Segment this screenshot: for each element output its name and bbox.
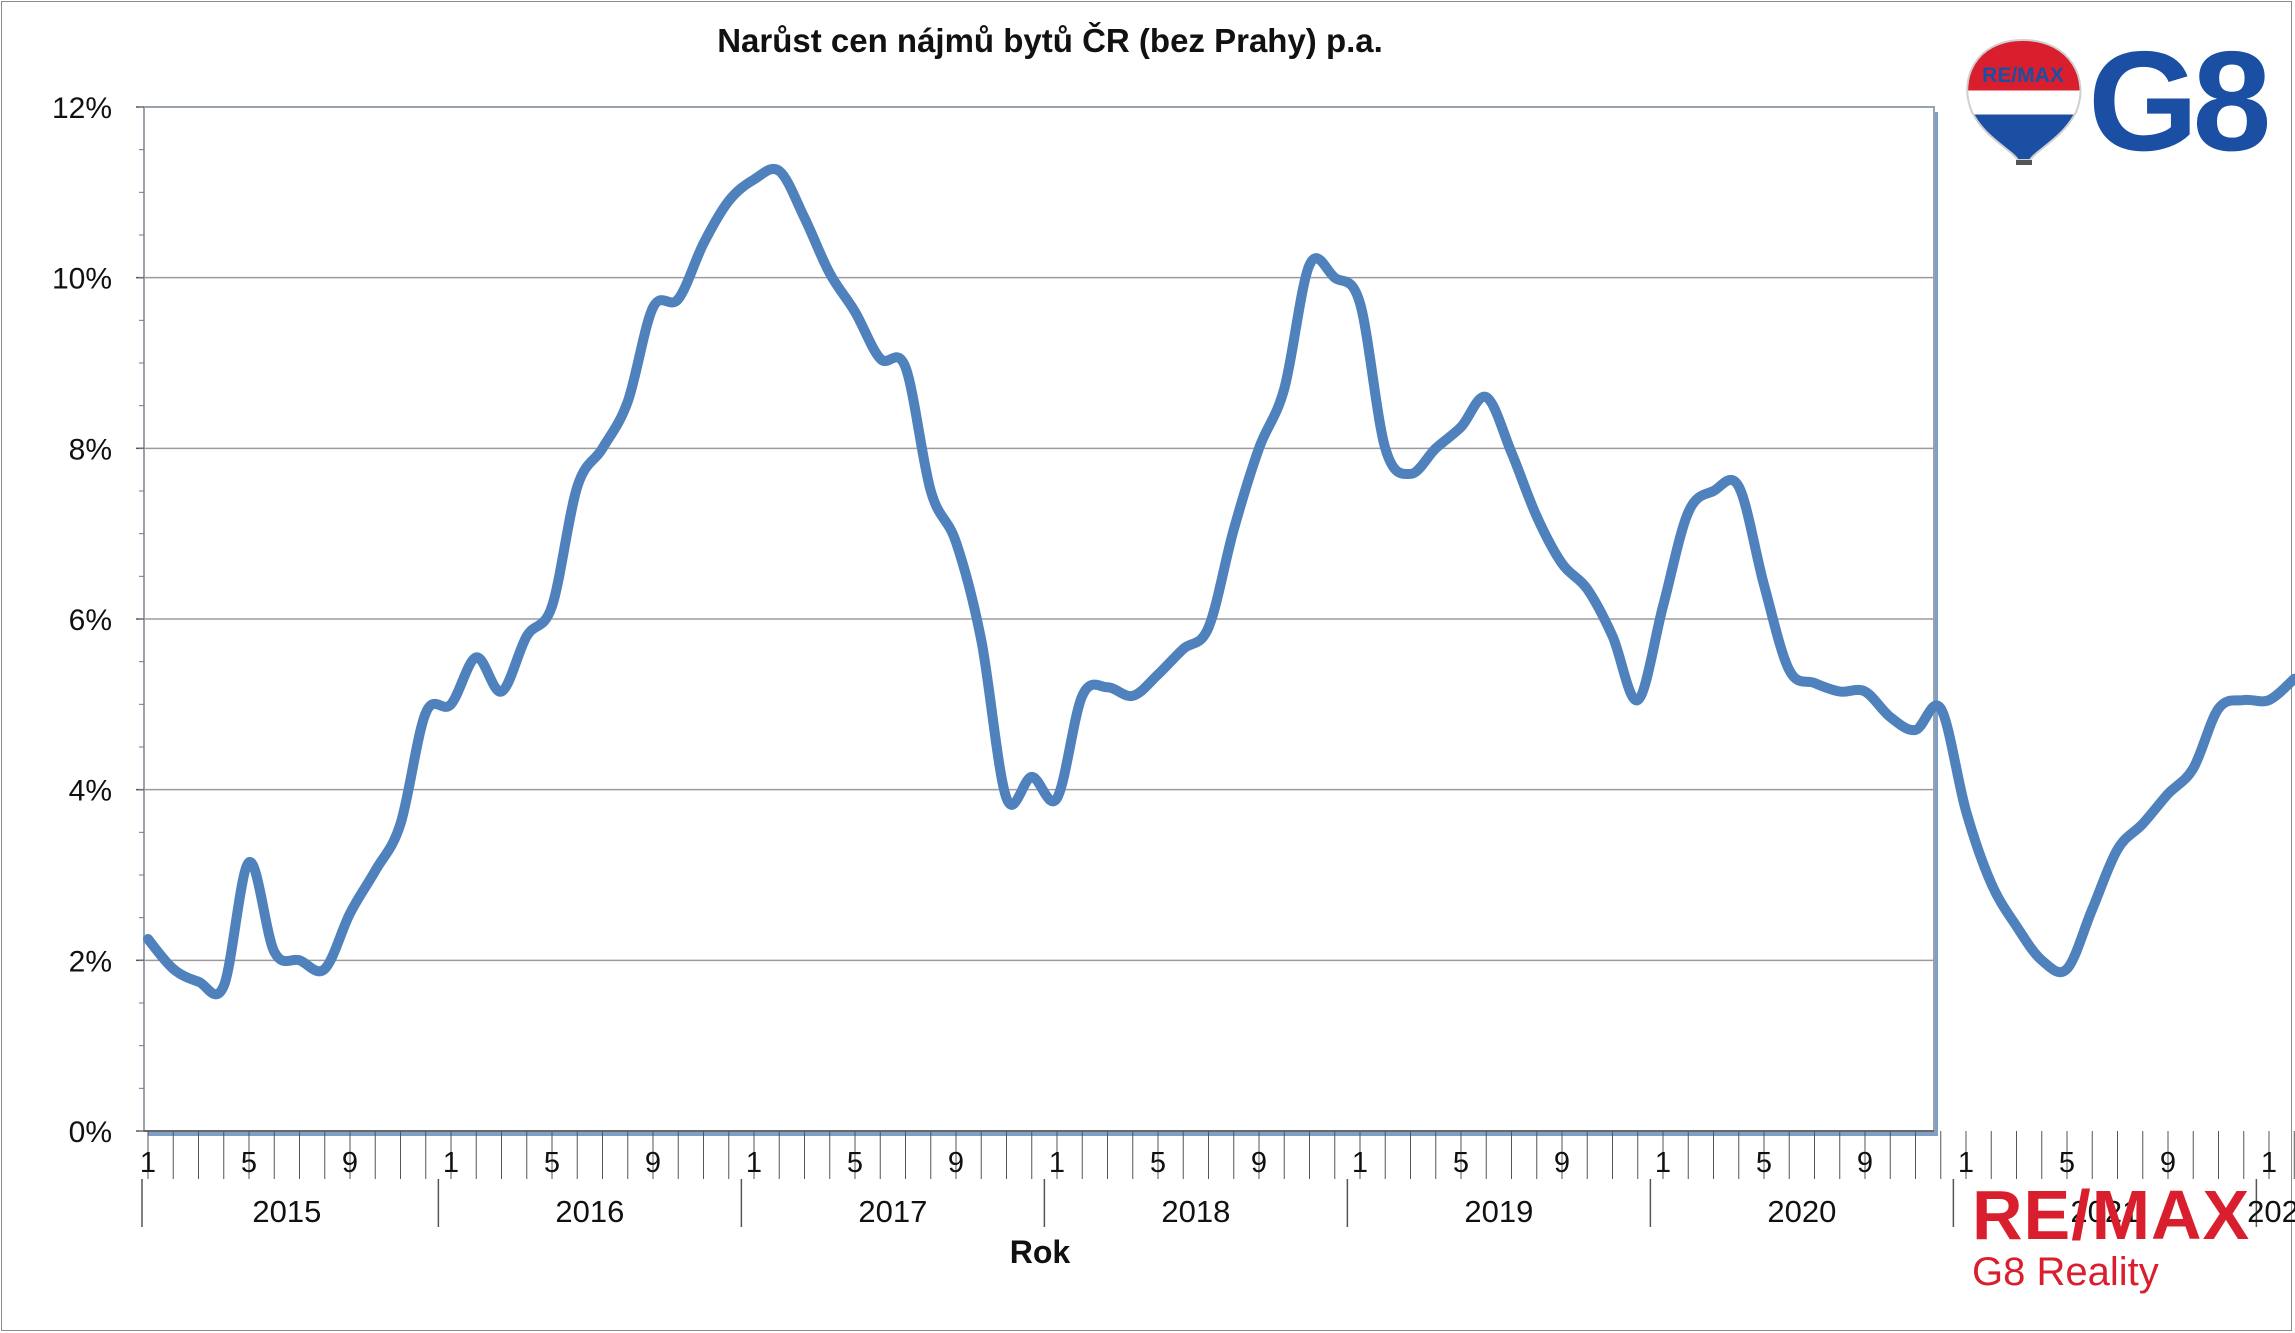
x-axis: 1 5 9 1 5 9 1 5 9 1 5 9 1 5 9 1 5 9 1 5 9 1 2015 2016 2017 2018 20… [140, 1130, 2295, 1229]
y-tick-label: 2% [69, 945, 112, 978]
x-month-label: 5 [1756, 1147, 1772, 1179]
series-line [143, 163, 2295, 1000]
y-tick-label: 12% [52, 92, 112, 125]
y-tick-label: 6% [69, 604, 112, 637]
x-year-label: 2022 [2247, 1194, 2295, 1229]
x-year-label: 2018 [1161, 1194, 1230, 1229]
x-month-label: 9 [342, 1147, 358, 1179]
svg-text:RE/MAX: RE/MAX [1982, 64, 2064, 87]
x-month-label: 9 [948, 1147, 964, 1179]
x-month-label: 1 [140, 1147, 156, 1179]
y-axis-ticks: 0% 2% 4% 6% 8% 10% 12% [52, 92, 144, 1149]
x-month-label: 5 [847, 1147, 863, 1179]
x-month-label: 5 [241, 1147, 257, 1179]
x-month-label: 5 [1453, 1147, 1469, 1179]
x-year-label: 2021 [2070, 1194, 2139, 1229]
x-year-label: 2019 [1464, 1194, 1533, 1229]
y-tick-label: 0% [69, 1116, 112, 1149]
remax-wordmark: RE/MAX [1972, 1176, 2251, 1254]
x-month-label: 1 [1958, 1147, 1974, 1179]
x-month-label: 9 [645, 1147, 661, 1179]
x-year-label: 2016 [555, 1194, 624, 1229]
brand-subtitle: G8 Reality [1972, 1250, 2159, 1294]
chart-title: Narůst cen nájmů bytů ČR (bez Prahy) p.a… [717, 22, 1383, 59]
x-month-label: 5 [2059, 1147, 2075, 1179]
remax-balloon-logo: RE/MAX [1966, 38, 2082, 165]
x-month-label: 1 [1352, 1147, 1368, 1179]
x-month-label: 1 [443, 1147, 459, 1179]
x-month-label: 1 [1655, 1147, 1671, 1179]
x-month-label: 1 [1049, 1147, 1065, 1179]
x-month-label: 5 [544, 1147, 560, 1179]
x-year-label: 2015 [252, 1194, 321, 1229]
x-year-label: 2017 [858, 1194, 927, 1229]
x-axis-label: Rok [1009, 1234, 1071, 1270]
x-year-label: 2020 [1767, 1194, 1836, 1229]
x-month-label: 9 [1857, 1147, 1873, 1179]
x-month-label: 5 [1150, 1147, 1166, 1179]
x-month-label: 9 [1251, 1147, 1267, 1179]
x-month-label: 1 [746, 1147, 762, 1179]
y-tick-label: 10% [52, 263, 112, 296]
x-month-label: 9 [2160, 1147, 2176, 1179]
g8-logo: G8 [2088, 22, 2271, 181]
x-month-label: 1 [2261, 1147, 2277, 1179]
x-month-label: 9 [1554, 1147, 1570, 1179]
y-tick-label: 8% [69, 433, 112, 466]
y-tick-label: 4% [69, 775, 112, 808]
